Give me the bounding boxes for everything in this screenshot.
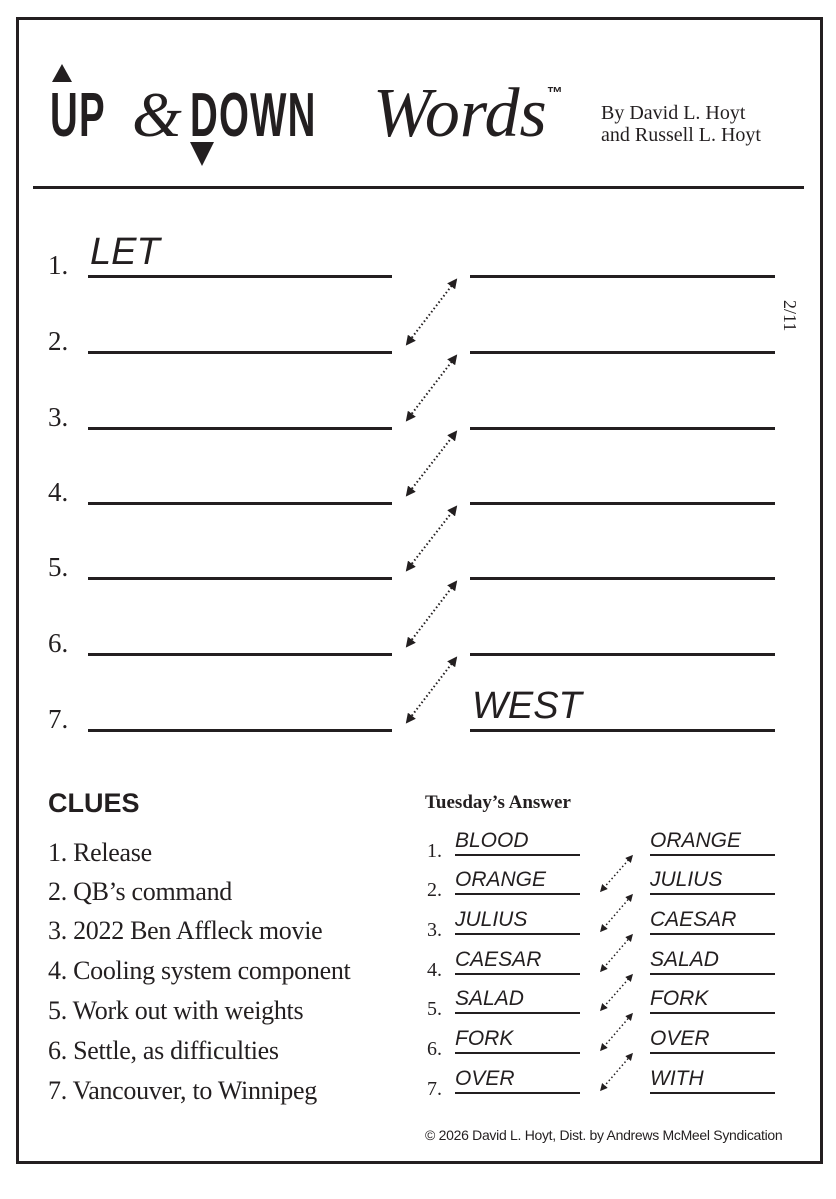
answer-line-left[interactable] xyxy=(88,577,392,580)
answer-line-right[interactable] xyxy=(470,729,775,732)
answer-link-arrow xyxy=(600,1052,633,1092)
up-arrow-icon xyxy=(52,64,72,82)
answer-word-left: SALAD xyxy=(455,987,524,1010)
link-arrow xyxy=(405,278,458,346)
answer-line-left xyxy=(455,973,580,975)
trademark: ™ xyxy=(546,85,563,102)
answer-line-right xyxy=(650,854,775,856)
answer-line-left[interactable] xyxy=(88,653,392,656)
clue-item: 5. Work out with weights xyxy=(48,996,304,1025)
answer-word-left: CAESAR xyxy=(455,948,542,971)
logo-up: UP xyxy=(50,81,106,150)
header-rule xyxy=(33,186,804,189)
link-arrow xyxy=(405,430,458,497)
link-arrow xyxy=(405,580,458,648)
link-arrow xyxy=(405,656,458,724)
link-arrow xyxy=(405,505,458,572)
answer-line-right[interactable] xyxy=(470,653,775,656)
answer-word-right: WITH xyxy=(650,1067,704,1090)
answer-row-number: 3. xyxy=(427,919,442,941)
answer-row-number: 7. xyxy=(427,1078,442,1100)
clue-item: 4. Cooling system component xyxy=(48,956,351,985)
row-number: 3. xyxy=(48,402,69,432)
previous-answer-heading: Tuesday’s Answer xyxy=(425,792,571,813)
answer-link-arrow xyxy=(600,933,633,973)
answer-word-right: FORK xyxy=(650,987,709,1010)
answer-line-left[interactable] xyxy=(88,427,392,430)
answer-word-left: ORANGE xyxy=(455,868,547,891)
answer-line-left xyxy=(455,854,580,856)
answer-line-left[interactable] xyxy=(88,729,392,732)
answer-word-left: JULIUS xyxy=(455,908,528,931)
answer-line-right xyxy=(650,1052,775,1054)
answer-word-right: SALAD xyxy=(650,948,719,971)
row-number: 7. xyxy=(48,704,69,734)
answer-link-arrow xyxy=(600,854,633,893)
logo-words: Words™ xyxy=(373,74,563,154)
byline-line-2: and Russell L. Hoyt xyxy=(601,124,761,146)
answer-line-right xyxy=(650,933,775,935)
byline: By David L. Hoyt and Russell L. Hoyt xyxy=(601,102,761,146)
answer-word-left: BLOOD xyxy=(455,829,529,852)
clue-item: 6. Settle, as difficulties xyxy=(48,1036,279,1065)
row-number: 5. xyxy=(48,552,69,582)
clue-item: 2. QB’s command xyxy=(48,877,232,906)
link-arrow xyxy=(405,354,458,422)
clue-item: 7. Vancouver, to Winnipeg xyxy=(48,1076,317,1105)
answer-line-left xyxy=(455,1012,580,1014)
answer-line-left xyxy=(455,1092,580,1094)
answer-link-arrow xyxy=(600,893,633,933)
answer-word-right: CAESAR xyxy=(650,908,737,931)
answer-line-right[interactable] xyxy=(470,275,775,278)
row-number: 2. xyxy=(48,326,69,356)
answer-word-left: LET xyxy=(90,231,160,273)
down-arrow-icon xyxy=(190,142,214,166)
logo-down: DOWN xyxy=(190,81,317,150)
answer-line-left[interactable] xyxy=(88,502,392,505)
answer-line-right xyxy=(650,973,775,975)
answer-word-right: OVER xyxy=(650,1027,710,1050)
answer-row-number: 5. xyxy=(427,998,442,1020)
row-number: 1. xyxy=(48,250,69,280)
copyright: © 2026 David L. Hoyt, Dist. by Andrews M… xyxy=(425,1127,783,1143)
answer-line-right xyxy=(650,1092,775,1094)
clues-heading: CLUES xyxy=(48,788,140,818)
answer-line-left xyxy=(455,1052,580,1054)
answer-line-right xyxy=(650,1012,775,1014)
answer-row-number: 6. xyxy=(427,1038,442,1060)
answer-line-right[interactable] xyxy=(470,427,775,430)
answer-line-right[interactable] xyxy=(470,577,775,580)
answer-line-right xyxy=(650,893,775,895)
answer-word-right: JULIUS xyxy=(650,868,723,891)
clue-item: 3. 2022 Ben Affleck movie xyxy=(48,916,323,945)
answer-word-left: OVER xyxy=(455,1067,515,1090)
puzzle-frame xyxy=(16,17,823,1164)
row-number: 4. xyxy=(48,477,69,507)
answer-line-right[interactable] xyxy=(470,351,775,354)
answer-line-left xyxy=(455,893,580,895)
answer-link-arrow xyxy=(600,1012,633,1052)
clue-item: 1. Release xyxy=(48,838,152,867)
answer-line-left[interactable] xyxy=(88,351,392,354)
answer-row-number: 2. xyxy=(427,879,442,901)
answer-line-left[interactable] xyxy=(88,275,392,278)
answer-link-arrow xyxy=(600,973,633,1012)
answer-word-right: WEST xyxy=(472,685,582,727)
answer-row-number: 4. xyxy=(427,959,442,981)
row-number: 6. xyxy=(48,628,69,658)
answer-line-left xyxy=(455,933,580,935)
logo-ampersand: & xyxy=(132,79,182,150)
answer-row-number: 1. xyxy=(427,840,442,862)
answer-word-left: FORK xyxy=(455,1027,514,1050)
byline-line-1: By David L. Hoyt xyxy=(601,102,746,124)
answer-line-right[interactable] xyxy=(470,502,775,505)
logo-words-text: Words xyxy=(373,75,547,152)
answer-word-right: ORANGE xyxy=(650,829,742,852)
